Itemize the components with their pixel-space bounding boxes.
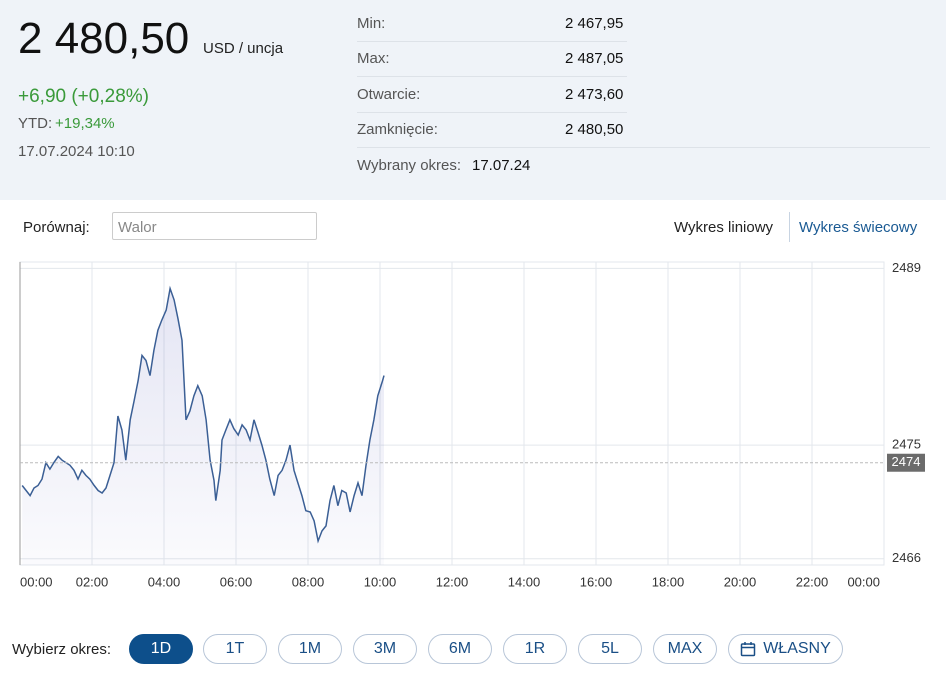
period-button[interactable]: 5L (578, 634, 642, 664)
period-button[interactable]: WŁASNY (728, 634, 843, 664)
stat-label: Max: (357, 50, 390, 68)
y-tick-label: 2475 (892, 437, 921, 452)
period-text: WŁASNY (763, 640, 831, 657)
period-button[interactable]: MAX (653, 634, 717, 664)
x-tick-label: 04:00 (148, 574, 181, 589)
stat-value: 2 467,95 (565, 15, 624, 32)
period-button[interactable]: 3M (353, 634, 417, 664)
separator (357, 111, 627, 113)
datetime: 17.07.2024 10:10 (18, 143, 135, 160)
period-button[interactable]: 1R (503, 634, 567, 664)
period-text: 3M (373, 640, 397, 657)
chart-type[interactable]: Wykres liniowy (674, 219, 774, 236)
compare-input[interactable]: Walor (112, 212, 317, 240)
summary-panel (0, 0, 946, 200)
reference-box (887, 453, 925, 472)
period-label: Wybierz okres: (12, 641, 112, 658)
period-button[interactable]: 1T (203, 634, 267, 664)
period-button[interactable]: 1D (129, 634, 193, 664)
period-button[interactable]: 6M (428, 634, 492, 664)
x-tick-label: 06:00 (220, 574, 253, 589)
x-tick-label: 00:00 (20, 574, 53, 589)
period-text: 1R (524, 640, 546, 657)
price-line (21, 285, 385, 544)
stat-value: 2 480,50 (565, 120, 624, 138)
x-tick-label: 08:00 (292, 574, 325, 589)
selected-label: Wybrany okres: (357, 157, 462, 174)
period-text: 1M (298, 640, 322, 657)
reference-label: 2474 (892, 454, 921, 469)
ytd-label: YTD: (18, 115, 53, 132)
separator (357, 146, 930, 148)
compare-label: Porównaj: (23, 219, 90, 236)
stat-value: 2 473,60 (565, 85, 624, 103)
x-tick-label: 20:00 (724, 574, 757, 589)
ytd: +19,34% (55, 115, 115, 132)
x-tick-label: 18:00 (652, 574, 685, 589)
period-text: 1T (225, 640, 245, 657)
y-tick-label: 2466 (892, 550, 921, 565)
chart-type[interactable]: Wykres świecowy (799, 219, 918, 236)
divider (789, 212, 790, 242)
x-tick-label: 22:00 (796, 574, 829, 589)
area (22, 288, 384, 565)
selected: 17.07.24 (472, 157, 531, 174)
calendar-icon (740, 642, 756, 657)
x-tick-label: 16:00 (580, 574, 613, 589)
period-text: 1D (150, 640, 172, 657)
period-text: 5L (601, 640, 619, 657)
x-tick-label: 00:00 (847, 574, 880, 589)
separator (357, 76, 627, 78)
x-tick-label: 10:00 (364, 574, 397, 589)
separator (357, 41, 627, 42)
stat-label: Otwarcie: (357, 85, 421, 103)
period-text: MAX (667, 640, 703, 657)
stat-value: 2 487,05 (565, 50, 624, 68)
period-button[interactable]: 1M (278, 634, 342, 664)
x-tick-label: 14:00 (508, 574, 541, 589)
change: +6,90 (+0,28%) (18, 86, 149, 107)
x-tick-label: 12:00 (436, 574, 469, 589)
period-text: 6M (448, 640, 472, 657)
x-tick-label: 02:00 (76, 574, 109, 589)
stat-label: Min: (357, 15, 386, 32)
stat-label: Zamknięcie: (357, 120, 438, 138)
unit: USD / uncja (203, 40, 284, 57)
y-tick-label: 2489 (892, 260, 921, 275)
price: 2 480,50 (18, 14, 190, 63)
